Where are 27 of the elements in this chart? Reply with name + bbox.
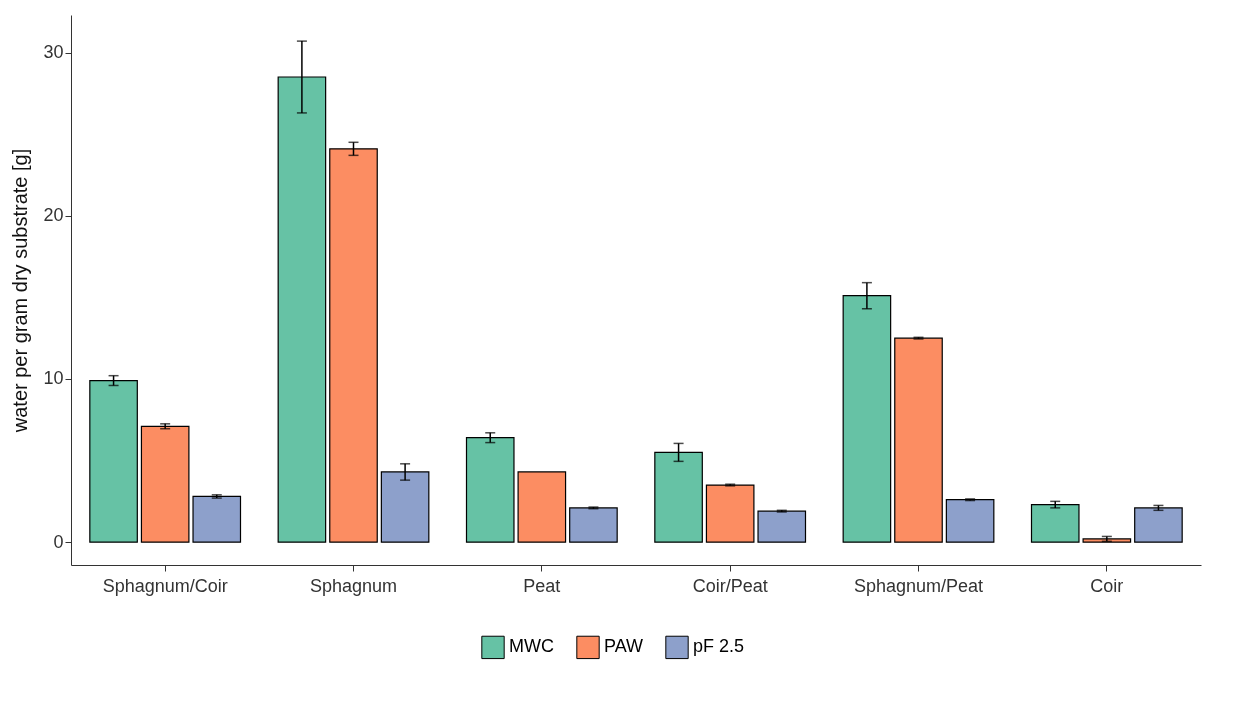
legend-label: pF 2.5 (693, 636, 745, 657)
bar (705, 484, 755, 543)
bar (192, 495, 242, 543)
bar (517, 471, 567, 543)
x-tick-label: Peat (523, 575, 561, 596)
bar (1082, 538, 1132, 543)
x-tick-label: Coir (1090, 575, 1124, 596)
bar (894, 337, 943, 543)
bar (569, 507, 618, 543)
bar (465, 437, 515, 543)
bar (757, 510, 807, 543)
y-tick-label: 20 (43, 205, 64, 226)
x-tick-label: Sphagnum/Coir (102, 575, 228, 596)
y-axis-title: water per gram dry substrate [g] (9, 148, 32, 434)
x-tick-label: Sphagnum/Peat (853, 575, 984, 596)
bar (1134, 507, 1183, 543)
legend-label: MWC (509, 636, 554, 657)
bar (89, 379, 138, 543)
legend-label: PAW (604, 636, 644, 657)
bar (140, 425, 190, 543)
x-tick-label: Sphagnum (309, 575, 398, 596)
y-tick-label: 0 (53, 531, 64, 552)
x-tick-label: Coir/Peat (692, 575, 768, 596)
y-tick-label: 10 (43, 368, 64, 389)
y-tick-label: 30 (43, 42, 64, 63)
bar (945, 499, 995, 543)
bar (1030, 504, 1080, 543)
